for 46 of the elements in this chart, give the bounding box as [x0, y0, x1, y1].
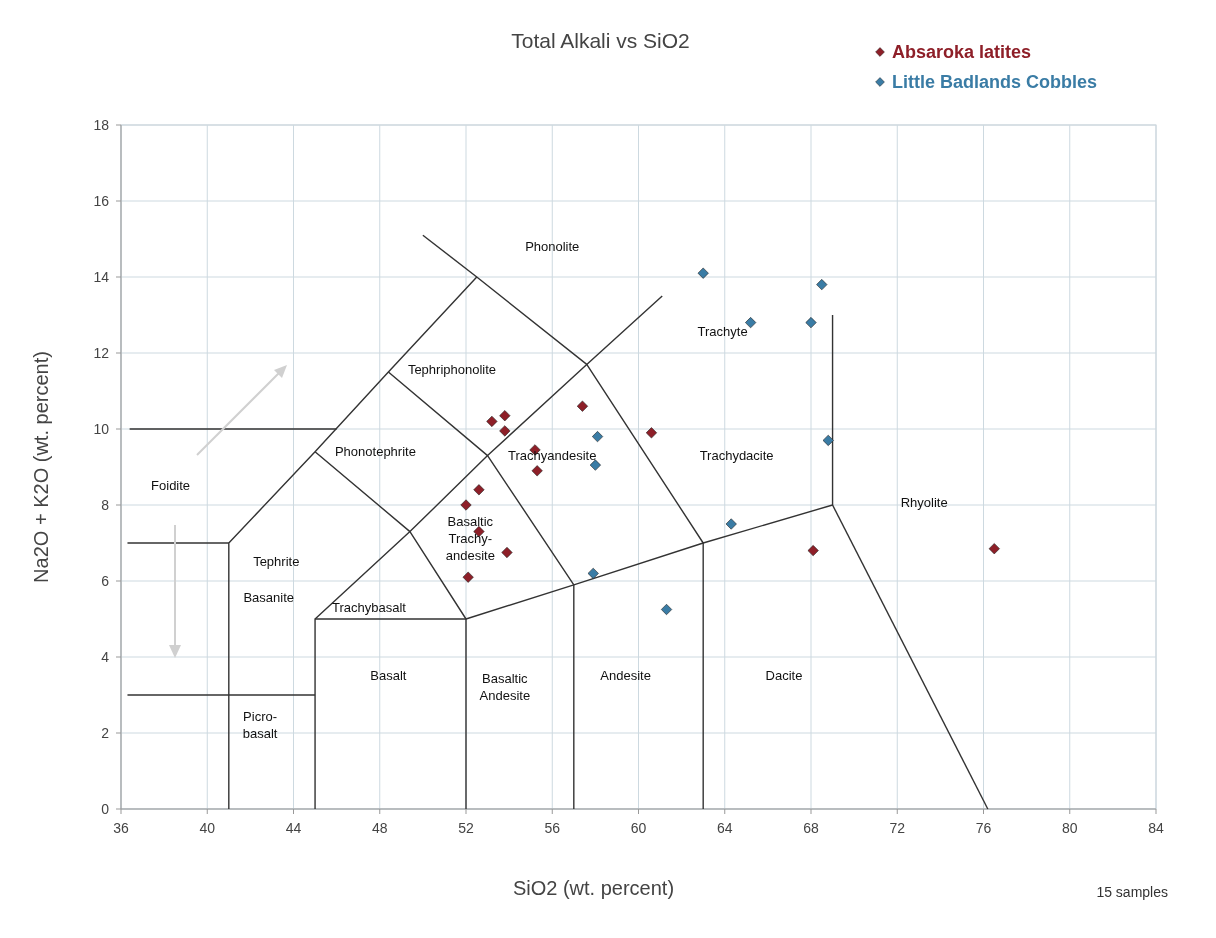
- x-tick-label: 68: [803, 820, 819, 836]
- x-tick-label: 36: [113, 820, 129, 836]
- x-tick-label: 48: [371, 820, 388, 836]
- x-tick-label: 76: [975, 820, 992, 836]
- annotation: Foidite: [151, 478, 191, 493]
- y-tick-label: 16: [93, 193, 110, 209]
- annotation: Tephrite: [253, 554, 300, 569]
- text: 15 samples: [1096, 884, 1168, 900]
- annotation: Basaltic Andesite: [479, 670, 531, 703]
- x-tick-label: 72: [889, 820, 906, 836]
- chart-title: Total Alkali vs SiO2: [511, 29, 690, 52]
- y-tick-label: 10: [93, 421, 110, 437]
- annotation: Picro- basalt: [242, 708, 278, 741]
- annotation: Basalt: [370, 668, 407, 683]
- y-tick-label: 12: [93, 345, 110, 361]
- legend-label: Little Badlands Cobbles: [892, 72, 1098, 92]
- x-tick-label: 64: [716, 820, 733, 836]
- annotation: Dacite: [765, 668, 803, 683]
- x-tick-label: 60: [630, 820, 647, 836]
- legend-label: Absaroka latites: [892, 42, 1032, 62]
- annotation: Tephriphonolite: [407, 362, 497, 378]
- x-tick-label: 44: [285, 820, 302, 836]
- y-tick-label: 18: [93, 117, 110, 133]
- annotation: Basaltic Trachy- andesite: [445, 514, 495, 564]
- annotation: Andesite: [600, 668, 651, 683]
- y-tick-label: 8: [101, 497, 110, 513]
- y-tick-label: 4: [101, 649, 110, 665]
- x-tick-label: 40: [199, 820, 216, 836]
- annotation: Trachybasalt: [332, 599, 407, 615]
- x-tick-label: 80: [1061, 820, 1078, 836]
- y-tick-label: 0: [101, 801, 110, 817]
- y-tick-label: 6: [101, 573, 110, 589]
- annotation: Basanite: [243, 590, 294, 606]
- y-tick-label: 14: [93, 269, 110, 285]
- annotation: Phonotephrite: [334, 443, 416, 459]
- annotation: Rhyolite: [900, 495, 948, 511]
- x-tick-label: 56: [544, 820, 561, 836]
- annotation: Trachyandesite: [508, 447, 597, 463]
- y-tick-label: 2: [101, 725, 110, 741]
- y-axis-title: Na2O + K2O (wt. percent): [30, 351, 52, 583]
- annotation: Trachyte: [697, 324, 748, 340]
- x-tick-label: 84: [1148, 820, 1164, 836]
- x-axis-title: SiO2 (wt. percent): [512, 877, 675, 899]
- annotation: Trachydacite: [699, 447, 774, 463]
- x-tick-label: 52: [458, 820, 474, 836]
- annotation: Phonolite: [525, 238, 580, 254]
